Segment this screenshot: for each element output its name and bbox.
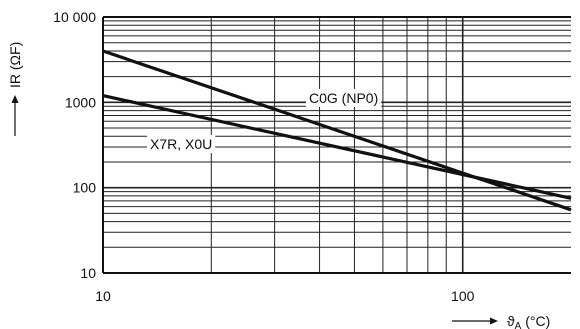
x-tick-label: 100 [451,288,475,304]
series-lines [102,49,572,212]
x-tick-label: 10 [95,288,111,304]
y-tick-label: 1000 [65,94,96,110]
series-label-x7r-x0u: X7R, X0U [150,136,212,152]
x-axis-title: ϑA (°C) [507,313,550,329]
y-tick-label: 100 [73,180,97,196]
tick-labels: 10 100 1000 10 000 10 100 [53,9,474,304]
y-tick-label: 10 000 [53,9,96,25]
y-axis-arrow-head-icon [11,95,19,103]
series-line-c0g-np0 [102,49,572,212]
y-axis-title: IR (ΩF) [7,42,23,88]
series-label-c0g-np0: C0G (NP0) [309,90,378,106]
axis-titles: IR (ΩF) ϑA (°C) [7,42,550,329]
series-labels: C0G (NP0) X7R, X0U [147,89,382,153]
series-line-x7r-x0u [102,94,572,200]
x-axis-arrow-head-icon [490,317,498,325]
y-tick-label: 10 [80,265,96,281]
chart-grid [103,17,571,273]
plot-frame [102,16,571,274]
series-label-x7r-x0u-background [147,135,216,153]
series-label-c0g-np0-background [306,89,382,107]
